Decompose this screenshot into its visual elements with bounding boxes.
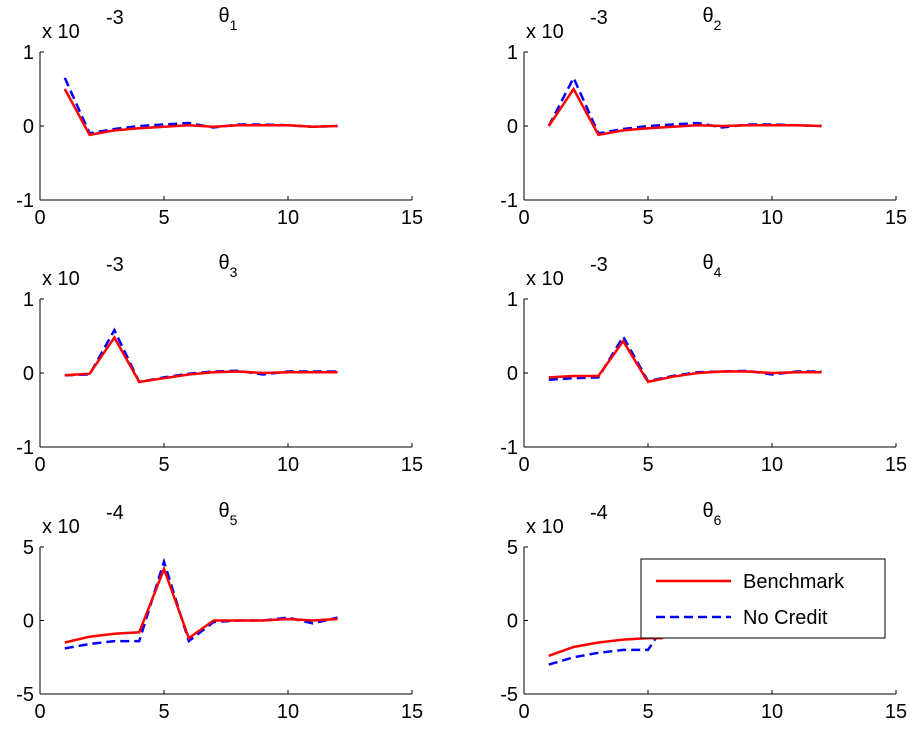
x-tick-label: 0 (34, 207, 45, 229)
y-tick-label: -1 (16, 437, 34, 459)
axis-exponent-power: -3 (590, 254, 608, 276)
x-tick-label: 10 (761, 454, 783, 476)
subplot-title: θ1 (219, 5, 238, 33)
subplot-title: θ2 (703, 5, 722, 33)
y-tick-label: 1 (507, 42, 518, 64)
x-tick-label: 0 (518, 701, 529, 723)
x-tick-label: 10 (277, 701, 299, 723)
series-line-no-credit (547, 75, 822, 135)
x-tick-label: 10 (761, 207, 783, 229)
x-tick-label: 15 (401, 207, 423, 229)
y-tick-label: 1 (23, 42, 34, 64)
series-line-no-credit (548, 627, 664, 666)
x-tick-label: 15 (885, 701, 907, 723)
axis-exponent-power: -3 (590, 7, 608, 29)
x-tick-label: 15 (401, 454, 423, 476)
x-tick-label: 0 (518, 207, 529, 229)
legend-box (640, 558, 886, 639)
x-tick-label: 5 (158, 454, 169, 476)
x-tick-label: 5 (642, 454, 653, 476)
x-tick-label: 15 (885, 207, 907, 229)
series-line-benchmark (64, 335, 338, 384)
axis-exponent-label: x 10 (526, 21, 564, 43)
legend: Benchmark No Credit (640, 558, 886, 639)
y-tick-label: -1 (500, 437, 518, 459)
axis-exponent-label: x 10 (42, 516, 80, 538)
series-line-benchmark (547, 86, 822, 137)
axis-exponent-power: -3 (106, 254, 124, 276)
y-tick-label: -5 (500, 684, 518, 706)
x-tick-label: 10 (761, 701, 783, 723)
axis-exponent-label: x 10 (526, 268, 564, 290)
y-tick-label: 0 (507, 116, 518, 138)
series-line-benchmark (548, 338, 822, 384)
series-line-benchmark (63, 88, 338, 137)
axis-exponent-power: -4 (590, 502, 608, 524)
x-tick-label: 0 (34, 701, 45, 723)
y-tick-label: 1 (23, 289, 34, 311)
y-tick-label: 5 (23, 537, 34, 559)
axis-exponent-power: -4 (106, 502, 124, 524)
y-tick-label: 0 (23, 363, 34, 385)
x-tick-label: 0 (518, 454, 529, 476)
x-tick-label: 5 (158, 701, 169, 723)
axis-exponent-label: x 10 (42, 21, 80, 43)
series-line-benchmark (64, 565, 338, 644)
y-tick-label: -1 (500, 190, 518, 212)
x-tick-label: 5 (642, 701, 653, 723)
y-tick-label: 0 (507, 363, 518, 385)
x-tick-label: 10 (277, 207, 299, 229)
y-tick-label: 0 (23, 116, 34, 138)
axis-exponent-power: -3 (106, 7, 124, 29)
subplot-title: θ5 (219, 500, 238, 528)
x-tick-label: 0 (34, 454, 45, 476)
y-tick-label: -5 (16, 684, 34, 706)
x-tick-label: 5 (158, 207, 169, 229)
subplot-title: θ3 (219, 252, 238, 280)
subplot-title: θ6 (703, 500, 722, 528)
x-tick-label: 15 (401, 701, 423, 723)
y-tick-label: 1 (507, 289, 518, 311)
x-tick-label: 5 (642, 207, 653, 229)
y-tick-label: 0 (507, 611, 518, 633)
axis-exponent-label: x 10 (526, 516, 564, 538)
legend-label: No Credit (743, 607, 828, 629)
x-tick-label: 15 (885, 454, 907, 476)
subplot-title: θ4 (703, 252, 722, 280)
y-tick-label: 5 (507, 537, 518, 559)
y-tick-label: 0 (23, 611, 34, 633)
y-tick-label: -1 (16, 190, 34, 212)
axis-exponent-label: x 10 (42, 268, 80, 290)
legend-label: Benchmark (743, 571, 845, 593)
x-tick-label: 10 (277, 454, 299, 476)
